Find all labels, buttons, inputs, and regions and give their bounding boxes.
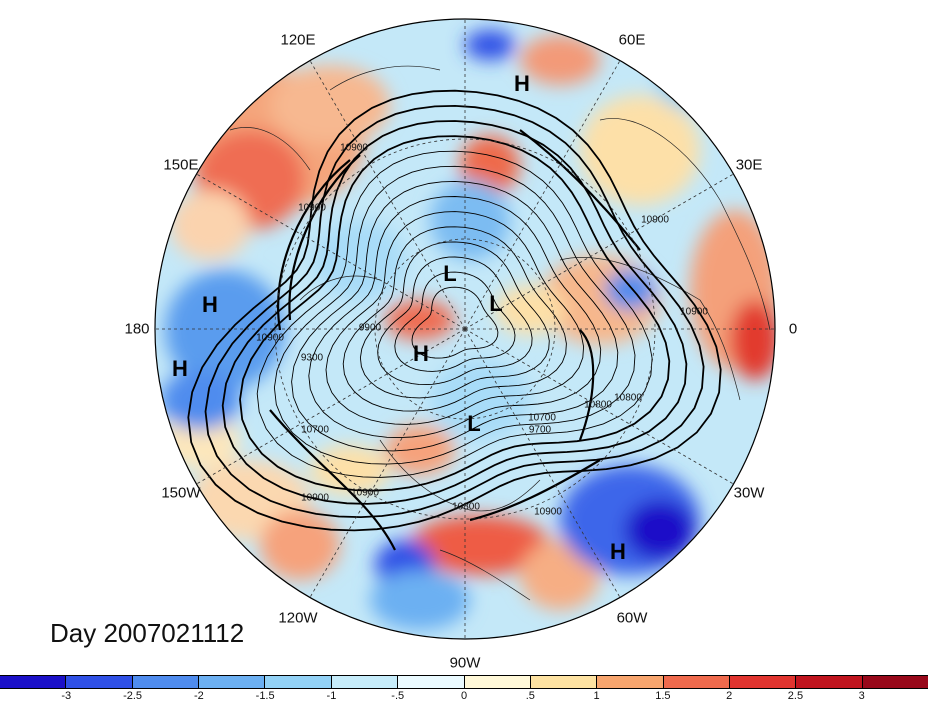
colorbar-tick-label: -1.5 xyxy=(255,690,275,702)
colorbar-segment xyxy=(862,676,928,688)
colorbar-segment xyxy=(663,676,730,688)
contour-label: 10900 xyxy=(256,332,284,344)
height-contour xyxy=(394,271,516,372)
date-label: Day 2007021112 xyxy=(50,618,245,648)
contour-label: 10900 xyxy=(298,202,326,214)
height-contour xyxy=(359,241,550,399)
meridian-line xyxy=(196,173,466,330)
map-border xyxy=(154,18,776,640)
colorbar-tick-label: -.5 xyxy=(391,690,405,702)
colorbar-tick-label: .5 xyxy=(525,690,535,702)
height-contour xyxy=(221,120,688,505)
colorbar-tick-label: -2.5 xyxy=(123,690,143,702)
colorbar-segment xyxy=(331,676,399,688)
height-contour xyxy=(239,135,671,492)
height-contour xyxy=(377,256,533,386)
height-contour xyxy=(187,89,722,532)
low-arctic-b-label: L xyxy=(489,291,503,316)
colorbar-segment xyxy=(398,676,465,688)
colorbar-tick-label: -2 xyxy=(193,690,204,702)
contour-label: 10900 xyxy=(641,214,669,226)
colorbar-segment xyxy=(464,676,531,688)
height-contour xyxy=(342,226,567,412)
graticule xyxy=(155,19,775,639)
contour-label: 10900 xyxy=(534,506,562,518)
lon-150e-label: 150E xyxy=(163,156,199,174)
contour-label: 10900 xyxy=(301,492,329,504)
low-arctic-a-label: L xyxy=(443,261,457,286)
height-contour xyxy=(325,211,585,425)
meridian-line xyxy=(464,328,734,485)
height-contour xyxy=(411,286,499,359)
colorbar-segment xyxy=(729,676,797,688)
contour-label: 9300 xyxy=(300,352,324,364)
contour-label: 10700 xyxy=(528,412,556,424)
latitude-circle xyxy=(274,138,656,520)
contour-label: 10800 xyxy=(614,392,642,404)
lon-150w-label: 150W xyxy=(161,484,201,502)
lon-30e-label: 30E xyxy=(735,156,763,174)
jet-contours xyxy=(269,129,641,551)
high-atlantic-label: H xyxy=(610,539,626,564)
lon-90e-label: 90E xyxy=(452,0,479,4)
lon-60w-label: 60W xyxy=(616,609,648,627)
contour-label: 10900 xyxy=(680,306,708,318)
colorbar-segment xyxy=(597,676,664,688)
colorbar-segment xyxy=(796,676,863,688)
lon-60e-label: 60E xyxy=(618,31,646,49)
lon-0-label: 0 xyxy=(788,320,798,338)
colorbar-tick-label: 2.5 xyxy=(787,690,804,702)
contour-label: 10800 xyxy=(452,501,480,513)
height-contour xyxy=(273,165,636,465)
meridian-line xyxy=(309,60,466,330)
high-pacific-a-label: H xyxy=(202,292,218,317)
contour-label: 10700 xyxy=(301,424,329,436)
colorbar-segment xyxy=(66,676,133,688)
meridian-line xyxy=(196,328,466,485)
meridian-line xyxy=(464,328,621,598)
height-contour xyxy=(256,150,653,478)
contour-label: 9900 xyxy=(358,322,382,334)
colorbar-segment xyxy=(530,676,598,688)
colorbar-tick-label: 2 xyxy=(726,690,733,702)
colorbar-tick-label: -1 xyxy=(326,690,337,702)
colorbar-segment xyxy=(265,676,332,688)
colorbar-tick-label: -3 xyxy=(61,690,72,702)
colorbar-tick-label: 3 xyxy=(858,690,865,702)
colorbar xyxy=(0,675,928,689)
coastlines xyxy=(229,65,771,601)
lon-90w-label: 90W xyxy=(449,654,481,672)
low-hudson-label: L xyxy=(467,411,481,436)
contour-label: 10800 xyxy=(584,399,612,411)
contour-label: 10900 xyxy=(340,142,368,154)
colorbar-tick-label: 1 xyxy=(593,690,600,702)
meridian-line xyxy=(309,328,466,598)
meridian-line xyxy=(464,60,621,330)
colorbar-segment xyxy=(132,676,200,688)
height-contour xyxy=(291,180,619,452)
height-contour xyxy=(308,196,602,439)
latitude-circle xyxy=(374,238,556,420)
colorbar-segment xyxy=(0,676,67,688)
lon-180-label: 180 xyxy=(124,320,150,338)
high-north-europe-label: H xyxy=(514,71,530,96)
colorbar-segment xyxy=(199,676,266,688)
lon-120w-label: 120W xyxy=(278,609,318,627)
lon-30w-label: 30W xyxy=(733,484,765,502)
height-contour xyxy=(204,104,705,519)
meridian-line xyxy=(464,173,734,330)
contour-label: 9700 xyxy=(528,424,552,436)
high-pacific-b-label: H xyxy=(172,356,188,381)
height-contours xyxy=(187,89,722,532)
contour-label: 10900 xyxy=(351,487,379,499)
colorbar-tick-label: 1.5 xyxy=(655,690,671,702)
high-arctic-label: H xyxy=(413,341,429,366)
colorbar-tick-label: 0 xyxy=(460,690,468,702)
lon-120e-label: 120E xyxy=(280,31,316,49)
